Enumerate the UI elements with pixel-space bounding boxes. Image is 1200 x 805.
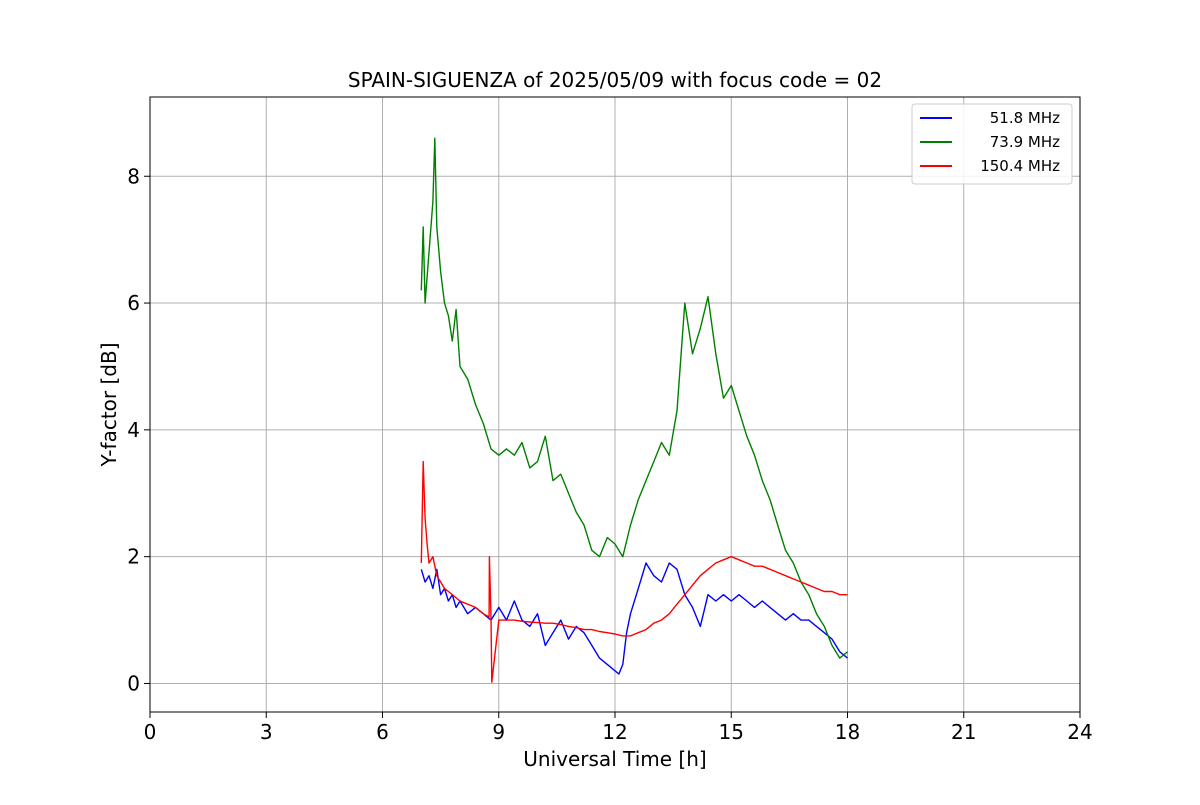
legend-label: 150.4 MHz [980, 157, 1060, 175]
x-tick-label: 6 [376, 720, 389, 744]
legend-label: 51.8 MHz [990, 109, 1060, 127]
series-line-2 [420, 460, 848, 683]
x-tick-label: 3 [260, 720, 273, 744]
x-tick-label: 24 [1067, 720, 1092, 744]
x-tick-label: 0 [144, 720, 157, 744]
grid [149, 97, 1081, 712]
legend-box [911, 103, 1073, 185]
x-tick-label: 9 [492, 720, 505, 744]
legend: 51.8 MHz 73.9 MHz 150.4 MHz [911, 103, 1073, 185]
chart-title: SPAIN-SIGUENZA of 2025/05/09 with focus … [348, 68, 882, 92]
series-line-1 [420, 137, 848, 659]
x-tick-label: 15 [719, 720, 744, 744]
series-group [420, 137, 848, 683]
y-tick-label: 6 [127, 291, 140, 315]
y-tick-label: 4 [127, 418, 140, 442]
y-tick-label: 2 [127, 545, 140, 569]
y-axis-title: Y-factor [dB] [97, 342, 121, 467]
x-tick-label: 21 [951, 720, 976, 744]
x-tick-label: 18 [835, 720, 860, 744]
y-tick-label: 8 [127, 164, 140, 188]
y-tick-label: 0 [127, 671, 140, 695]
x-tick-label: 12 [602, 720, 627, 744]
x-axis-title: Universal Time [h] [523, 747, 706, 771]
legend-label: 73.9 MHz [990, 133, 1060, 151]
series-line-0 [420, 562, 848, 675]
